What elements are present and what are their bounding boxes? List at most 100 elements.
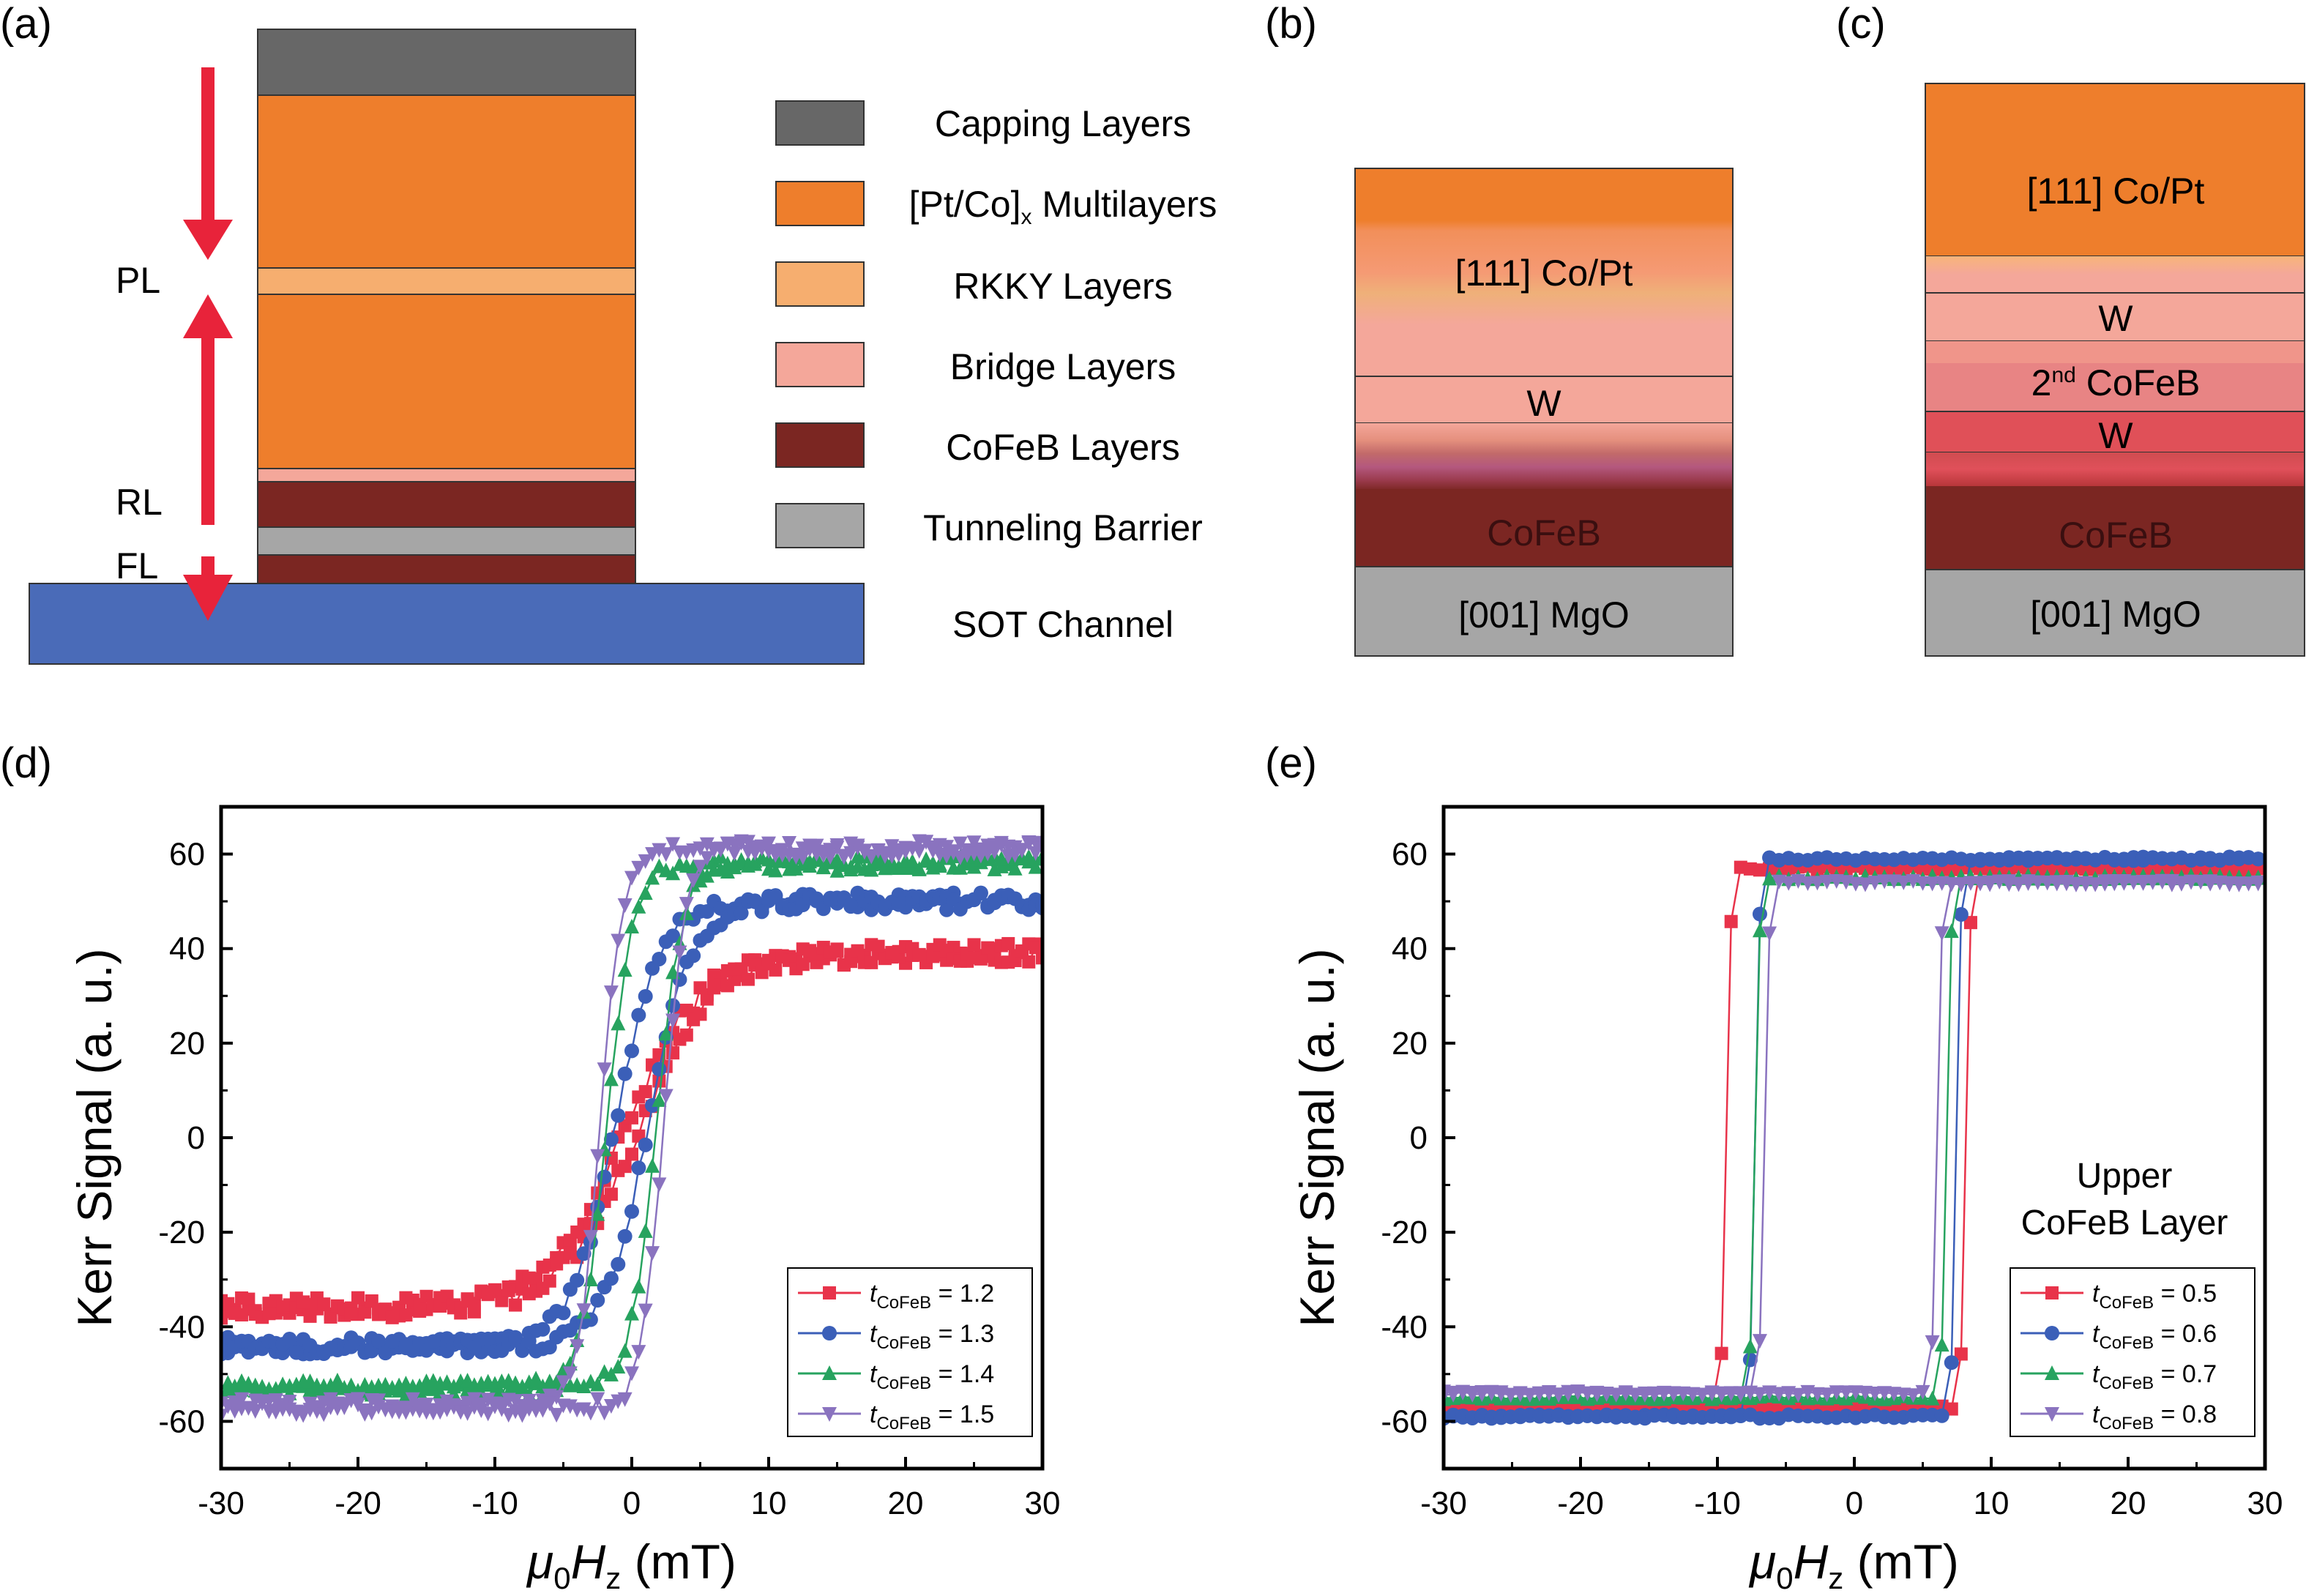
data-point-d-3-1-28: [405, 1392, 420, 1407]
data-point-d-2-1-63: [645, 1157, 660, 1173]
data-point-d-0-1-95: [865, 955, 878, 969]
data-point-e-3-1-5: [1484, 1386, 1499, 1401]
data-point-e-1-1-85: [2250, 851, 2265, 867]
data-point-e-3-1-7: [1503, 1388, 1518, 1403]
data-point-d-1-1-57: [603, 1271, 619, 1286]
data-point-d-2-1-53: [576, 1378, 592, 1393]
y-tick-label-d-3: 0: [187, 1120, 205, 1156]
data-point-d-0-1-43: [509, 1298, 523, 1312]
b-copt-layer: [1354, 168, 1734, 377]
stack-capping-layer: [257, 29, 636, 96]
data-point-d-3-1-117: [1014, 843, 1029, 858]
data-point-e-3-0-36: [1781, 876, 1796, 891]
data-point-e-2-1-53: [1944, 923, 1959, 939]
data-point-e-3-1-29: [1714, 1387, 1729, 1403]
data-point-d-2-0-60: [624, 919, 639, 934]
data-point-d-2-1-9: [275, 1378, 291, 1393]
data-point-d-3-1-27: [398, 1401, 414, 1416]
data-point-d-3-0-66: [665, 837, 681, 852]
y-tick-label-e-2: -20: [1381, 1215, 1428, 1250]
data-point-e-3-1-66: [2068, 876, 2083, 892]
legend-swatch-cofeb: [775, 422, 865, 468]
data-point-e-3-1-42: [1838, 1385, 1854, 1401]
data-point-e-3-1-85: [2250, 876, 2265, 892]
fl-arrow-down: [183, 556, 233, 621]
y-tick-label-e-4: 20: [1392, 1026, 1428, 1062]
data-point-d-1-0-60: [624, 1043, 639, 1059]
data-point-d-2-0-59: [617, 962, 633, 977]
x-tick-label-e-5: 20: [2111, 1485, 2146, 1521]
data-point-d-2-1-102: [911, 861, 927, 876]
data-point-e-3-0-45: [1867, 876, 1883, 891]
data-point-e-3-0-51: [1925, 876, 1940, 892]
data-point-d-2-1-90: [829, 851, 845, 867]
data-point-d-3-1-80: [761, 836, 776, 851]
data-point-d-2-0-119: [1028, 859, 1042, 874]
data-point-d-0-1-3: [235, 1308, 249, 1321]
series-line-d-0-0: [221, 942, 1042, 1319]
data-point-d-0-1-36: [460, 1294, 474, 1308]
panel-b-stack: [111] Co/Pt W CoFeB [001] MgO: [1354, 168, 1734, 657]
data-point-d-3-1-61: [631, 1345, 646, 1360]
data-point-d-3-1-21: [357, 1406, 373, 1422]
data-point-d-2-0-63: [645, 870, 660, 885]
data-point-d-3-1-73: [713, 843, 728, 858]
panel-a-stack: PL RL FL: [29, 29, 865, 665]
data-point-d-1-1-60: [624, 1204, 639, 1219]
y-tick-label-d-0: -60: [158, 1403, 205, 1439]
data-point-e-3-1-81: [2212, 875, 2228, 890]
data-point-d-3-1-56: [597, 1406, 612, 1421]
x-tick-label-e-0: -30: [1420, 1485, 1467, 1521]
y-tick-label-e-6: 60: [1392, 837, 1428, 873]
x-tick-label-d-3: 0: [623, 1485, 641, 1521]
data-point-d-0-1-70: [693, 1007, 707, 1021]
data-point-d-1-0-66: [665, 928, 681, 944]
series-d-0: [221, 936, 1042, 1325]
panel-e-letter: (e): [1265, 739, 1317, 787]
data-point-d-3-1-42: [501, 1392, 516, 1408]
legend-label-tunneling: Tunneling Barrier: [923, 507, 1203, 548]
data-point-d-2-1-64: [652, 1092, 667, 1107]
c-w-layer-2: [1925, 411, 2305, 453]
data-point-d-0-1-118: [1022, 955, 1036, 969]
x-tick-label-d-2: -10: [471, 1485, 518, 1521]
data-point-d-1-0-71: [699, 904, 714, 920]
data-point-e-3-0-50: [1915, 876, 1930, 891]
data-point-d-3-1-112: [980, 846, 996, 862]
plot-area-d: [221, 834, 1042, 1424]
c-transition-layer: [1925, 452, 2305, 486]
data-point-d-0-1-66: [666, 1046, 680, 1060]
stack-ptco-upper: [257, 94, 636, 269]
data-point-d-1-0-59: [617, 1066, 633, 1081]
data-point-d-2-1-58: [611, 1359, 626, 1374]
data-point-d-2-1-39: [480, 1373, 496, 1389]
data-point-d-2-0-62: [638, 885, 653, 900]
x-tick-label-e-6: 30: [2247, 1485, 2283, 1521]
data-point-d-3-1-94: [857, 845, 872, 860]
legend-swatch-tunneling: [775, 503, 865, 548]
legend-label-d-0: tCoFeB = 1.2: [870, 1280, 994, 1313]
data-point-d-3-1-90: [829, 838, 845, 854]
data-point-d-0-1-77: [741, 972, 755, 986]
legend-label-d-2: tCoFeB = 1.4: [870, 1360, 994, 1393]
data-point-d-3-1-44: [515, 1408, 530, 1423]
data-point-d-3-1-84: [788, 847, 804, 862]
data-point-e-3-1-78: [2184, 875, 2199, 890]
data-point-d-3-1-46: [529, 1399, 544, 1414]
data-point-d-2-1-84: [788, 860, 804, 876]
data-point-d-2-1-74: [720, 864, 735, 879]
data-point-d-3-1-91: [836, 850, 851, 865]
data-point-d-1-1-11: [288, 1345, 304, 1360]
y-tick-label-e-3: 0: [1410, 1120, 1428, 1156]
data-point-d-2-1-105: [932, 856, 947, 871]
data-point-d-2-1-113: [987, 861, 1002, 876]
data-point-e-3-0-44: [1857, 877, 1873, 892]
data-point-d-3-1-30: [419, 1398, 434, 1413]
data-point-e-3-0-41: [1829, 874, 1844, 890]
data-point-e-3-1-9: [1522, 1387, 1537, 1403]
data-point-e-3-1-21: [1637, 1386, 1652, 1401]
data-point-d-3-1-5: [247, 1403, 263, 1419]
data-point-d-3-1-33: [439, 1394, 455, 1409]
data-point-d-2-0-61: [631, 898, 646, 914]
data-point-d-0-1-19: [344, 1307, 358, 1321]
